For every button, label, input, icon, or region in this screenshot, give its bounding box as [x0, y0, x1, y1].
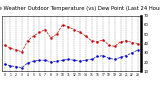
Text: Milwaukee Weather Outdoor Temperature (vs) Dew Point (Last 24 Hours): Milwaukee Weather Outdoor Temperature (v…: [0, 6, 160, 11]
